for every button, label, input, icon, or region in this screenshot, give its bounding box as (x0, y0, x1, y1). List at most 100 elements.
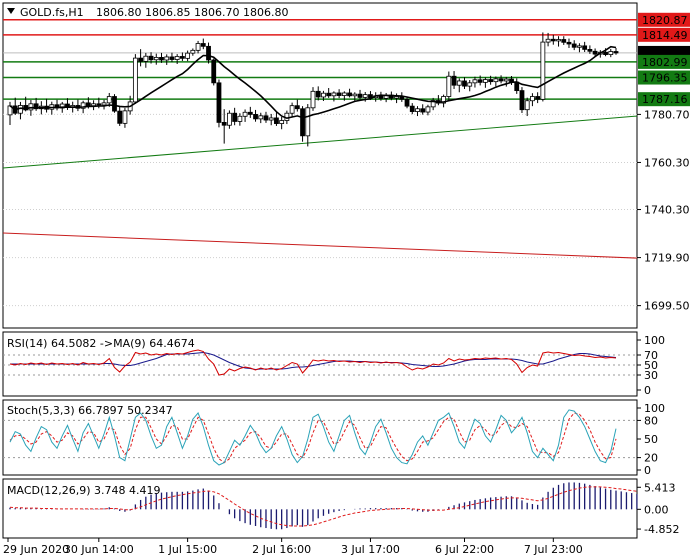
candle-body (101, 102, 107, 106)
candle-body (498, 78, 504, 82)
trendline (2, 115, 638, 169)
candle-body (253, 113, 258, 120)
candle-body (592, 50, 598, 55)
candle-body (571, 43, 577, 48)
indicator-tick-label: 30 (644, 369, 658, 382)
candle-body (148, 55, 154, 61)
price-grid (3, 113, 637, 307)
candle-body (341, 92, 347, 96)
level-tag (638, 54, 690, 69)
candle-body (472, 79, 478, 84)
price-panel: 1780.70 1760.30 1740.30 1719.90 1699.50 1820… (2, 2, 690, 329)
candle-body (169, 56, 175, 60)
candle-body (132, 57, 138, 103)
candle-body (232, 112, 238, 122)
macd-title: MACD(12,26,9) 3.748 4.419 (7, 484, 161, 497)
price-panel-frame (2, 2, 638, 329)
candle-body (613, 51, 619, 54)
price-tick-label: 1699.50 (644, 300, 690, 313)
candle-body (441, 96, 447, 104)
candle-body (415, 108, 420, 112)
candle-body (112, 96, 117, 112)
candle-body (294, 105, 300, 110)
candle-body (540, 41, 546, 100)
indicator-tick-label: 20 (644, 452, 658, 465)
time-tick-label: 6 Jul 22:00 (435, 543, 494, 556)
candle-body (577, 45, 582, 48)
candle-body (326, 92, 332, 97)
indicator-tick-label: 80 (644, 414, 658, 427)
candle-body (185, 52, 191, 59)
macd-tick-label: 0.00 (644, 503, 669, 516)
candle-body (242, 111, 248, 117)
candle-body (519, 90, 525, 111)
candle-body (336, 92, 342, 96)
candle-body (91, 103, 96, 107)
indicator-tick-label: 100 (644, 334, 665, 347)
price-tick-label: 1760.30 (644, 156, 690, 169)
stoch-title: Stoch(5,3,3) 66.7897 50.2347 (7, 404, 173, 417)
macd-axis: 5.413 0.00 -4.852 (637, 481, 679, 536)
candle-body (550, 38, 556, 42)
candle-body (227, 112, 232, 126)
candle-body (482, 79, 488, 83)
candle-body (237, 115, 243, 122)
candle-body (561, 39, 567, 43)
level-tag-label: 1796.35 (642, 72, 688, 85)
candle-body (321, 92, 326, 98)
candle-body (404, 98, 410, 107)
rsi-ma-line (10, 351, 617, 371)
candle-body (347, 92, 352, 97)
indicator-tick-label: 0 (644, 464, 651, 477)
candle-body (258, 115, 264, 120)
candle-body (545, 38, 551, 43)
candle-body (362, 94, 368, 98)
ohlc-header: 1806.80 1806.85 1806.70 1806.80 (96, 6, 288, 19)
symbol-label: GOLD.fs,H1 (20, 6, 84, 19)
level-tag-label: 1820.87 (642, 14, 688, 27)
candle-body (488, 79, 494, 83)
collapse-triangle-icon[interactable] (7, 8, 15, 14)
macd-tick-label: 5.413 (644, 481, 676, 494)
candle-body (247, 111, 253, 115)
time-tick-label: 2 Jul 16:00 (252, 543, 311, 556)
candle-body (566, 41, 572, 45)
macd-tick-label: -4.852 (644, 523, 679, 536)
candle-body (420, 108, 426, 113)
candle-body (106, 96, 112, 104)
candle-body (467, 82, 473, 87)
candle-body (190, 49, 196, 54)
candle-body (462, 80, 467, 87)
candle-body (200, 43, 206, 47)
candle-body (279, 120, 285, 124)
candle-body (216, 82, 222, 123)
candle-body (153, 57, 159, 61)
candle-body (174, 56, 180, 60)
rsi-title: RSI(14) 64.5082 ->MA(9) 64.4674 (7, 337, 195, 350)
macd-signal-line (9, 486, 637, 527)
candles (7, 32, 619, 147)
candle-body (300, 108, 305, 137)
candle-body (331, 92, 337, 97)
candle-body (179, 56, 185, 59)
candle-body (310, 90, 316, 109)
indicator-tick-label: 100 (644, 402, 665, 415)
candle-body (524, 100, 530, 111)
macd-histogram (9, 482, 638, 530)
candle-body (315, 90, 321, 98)
candle-body (80, 102, 86, 109)
candle-body (477, 79, 483, 83)
indicator-tick-label: 0 (644, 384, 651, 397)
level-tag-label: 1787.16 (642, 93, 688, 106)
price-axis: 1780.70 1760.30 1740.30 1719.90 1699.50 (637, 108, 690, 313)
rsi-line (9, 349, 617, 376)
candle-body (352, 93, 358, 97)
price-tick-label: 1740.30 (644, 204, 690, 217)
indicator-tick-label: 50 (644, 433, 658, 446)
candle-body (608, 51, 614, 55)
candle-body (122, 110, 128, 124)
